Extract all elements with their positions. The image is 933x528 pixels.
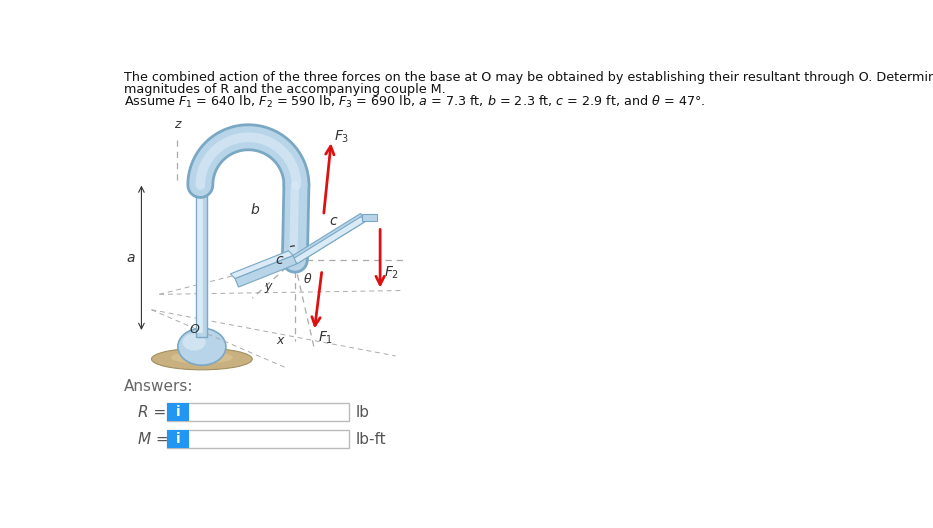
Ellipse shape [151,348,252,370]
Text: R =: R = [137,404,166,420]
Text: lb: lb [355,404,369,420]
Text: The combined action of the three forces on the base at O may be obtained by esta: The combined action of the three forces … [124,71,933,84]
Text: Assume $F_1$ = 640 lb, $F_2$ = 590 lb, $F_3$ = 690 lb, $a$ = 7.3 ft, $b$ = 2.3 f: Assume $F_1$ = 640 lb, $F_2$ = 590 lb, $… [124,94,706,110]
Text: M =: M = [137,431,168,447]
Text: Answers:: Answers: [124,379,194,394]
Text: $\theta$: $\theta$ [302,272,312,286]
Text: $F_2$: $F_2$ [384,265,399,281]
FancyBboxPatch shape [167,403,349,421]
FancyBboxPatch shape [167,430,188,448]
Text: c: c [329,214,338,228]
Text: magnitudes of R and the accompanying couple M.: magnitudes of R and the accompanying cou… [124,82,446,96]
Text: $F_3$: $F_3$ [334,128,350,145]
FancyBboxPatch shape [167,403,188,421]
FancyBboxPatch shape [361,213,377,221]
Text: a: a [127,251,135,265]
Text: i: i [175,405,180,419]
Ellipse shape [178,328,226,365]
Text: i: i [175,432,180,446]
Text: y: y [264,280,272,293]
Polygon shape [230,251,293,279]
Text: O: O [189,323,199,335]
Text: lb-ft: lb-ft [355,431,386,447]
FancyBboxPatch shape [197,175,207,337]
FancyBboxPatch shape [167,430,349,448]
Ellipse shape [171,351,233,364]
Polygon shape [292,213,366,263]
Text: z: z [174,118,180,131]
Ellipse shape [183,334,206,351]
Polygon shape [235,256,297,287]
Polygon shape [293,216,366,263]
Text: c: c [275,253,284,267]
Text: $F_1$: $F_1$ [318,330,333,346]
Text: b: b [250,203,259,216]
Text: x: x [276,334,284,347]
